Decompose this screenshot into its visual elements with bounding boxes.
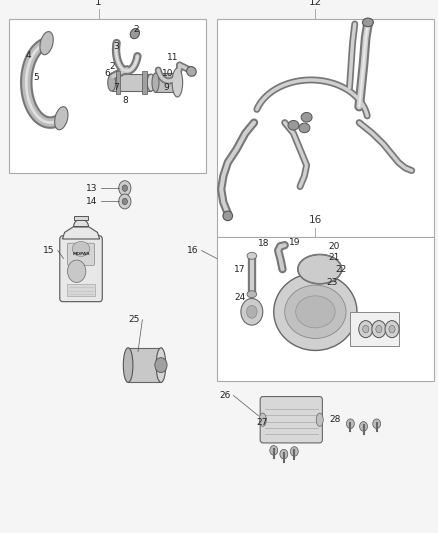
Circle shape: [119, 181, 131, 196]
FancyBboxPatch shape: [260, 397, 322, 443]
Ellipse shape: [247, 291, 257, 297]
Text: 14: 14: [86, 197, 98, 206]
Text: 26: 26: [219, 391, 230, 400]
Text: 24: 24: [234, 293, 246, 302]
Bar: [155, 73, 177, 92]
Text: 28: 28: [329, 415, 340, 424]
Text: 3: 3: [113, 43, 119, 51]
Ellipse shape: [55, 107, 68, 130]
Text: 2: 2: [109, 62, 114, 70]
Text: 8: 8: [122, 96, 128, 104]
Bar: [217, 237, 434, 381]
Ellipse shape: [247, 253, 257, 259]
Text: 16: 16: [309, 215, 322, 225]
Text: 11: 11: [167, 53, 179, 61]
Ellipse shape: [187, 67, 196, 76]
Ellipse shape: [72, 241, 90, 256]
Bar: [350, 312, 399, 346]
Text: 22: 22: [335, 265, 346, 274]
Text: 20: 20: [328, 242, 340, 251]
Bar: [142, 71, 147, 94]
Text: 18: 18: [258, 239, 269, 248]
Ellipse shape: [124, 348, 133, 383]
Circle shape: [270, 446, 278, 455]
Ellipse shape: [274, 273, 357, 351]
Bar: [112, 74, 151, 91]
Circle shape: [363, 325, 369, 333]
Circle shape: [359, 321, 373, 338]
Text: 10: 10: [162, 69, 173, 77]
Ellipse shape: [301, 112, 312, 122]
Circle shape: [247, 305, 257, 318]
Polygon shape: [74, 219, 88, 227]
Ellipse shape: [259, 413, 266, 426]
Circle shape: [372, 321, 386, 338]
Text: MOPAR: MOPAR: [72, 252, 90, 256]
Ellipse shape: [362, 18, 373, 27]
FancyBboxPatch shape: [67, 243, 95, 265]
Ellipse shape: [156, 348, 166, 383]
Circle shape: [155, 358, 167, 373]
Ellipse shape: [223, 211, 233, 221]
Ellipse shape: [296, 296, 335, 328]
Ellipse shape: [108, 74, 116, 91]
Polygon shape: [62, 227, 100, 239]
Circle shape: [67, 260, 86, 282]
Ellipse shape: [285, 285, 346, 338]
Circle shape: [122, 198, 127, 205]
Text: 12: 12: [309, 0, 322, 7]
Text: 23: 23: [326, 278, 337, 287]
Text: 6: 6: [104, 69, 110, 78]
Circle shape: [346, 419, 354, 429]
Ellipse shape: [40, 31, 53, 55]
Circle shape: [389, 325, 395, 333]
Text: 19: 19: [289, 238, 300, 247]
Text: 17: 17: [234, 265, 246, 274]
Bar: [128, 348, 161, 383]
Ellipse shape: [298, 255, 342, 284]
Bar: [116, 71, 120, 94]
Text: 7: 7: [113, 83, 119, 92]
Circle shape: [241, 298, 263, 325]
Circle shape: [280, 449, 288, 459]
Text: 25: 25: [128, 316, 139, 324]
Text: 27: 27: [256, 418, 268, 426]
Bar: [74, 216, 88, 220]
Ellipse shape: [288, 120, 299, 130]
Bar: [9, 19, 206, 173]
Ellipse shape: [147, 74, 155, 91]
Text: 5: 5: [33, 73, 39, 82]
Circle shape: [373, 419, 381, 429]
Text: 21: 21: [328, 254, 340, 262]
Circle shape: [385, 321, 399, 338]
Circle shape: [290, 447, 298, 456]
Bar: [217, 19, 434, 237]
Text: 15: 15: [43, 246, 55, 255]
Ellipse shape: [316, 413, 323, 426]
Text: 1: 1: [95, 0, 102, 7]
Text: 9: 9: [163, 84, 170, 92]
Ellipse shape: [152, 73, 159, 92]
Circle shape: [119, 194, 131, 209]
Circle shape: [376, 325, 382, 333]
Text: 4: 4: [26, 52, 31, 60]
Ellipse shape: [299, 123, 310, 133]
Text: 16: 16: [187, 246, 198, 255]
Bar: [67, 284, 95, 296]
Ellipse shape: [172, 68, 183, 97]
Ellipse shape: [130, 28, 140, 39]
Text: 2: 2: [133, 25, 138, 34]
Circle shape: [360, 422, 367, 431]
Circle shape: [122, 185, 127, 191]
Text: 13: 13: [86, 184, 98, 192]
FancyBboxPatch shape: [60, 236, 102, 302]
